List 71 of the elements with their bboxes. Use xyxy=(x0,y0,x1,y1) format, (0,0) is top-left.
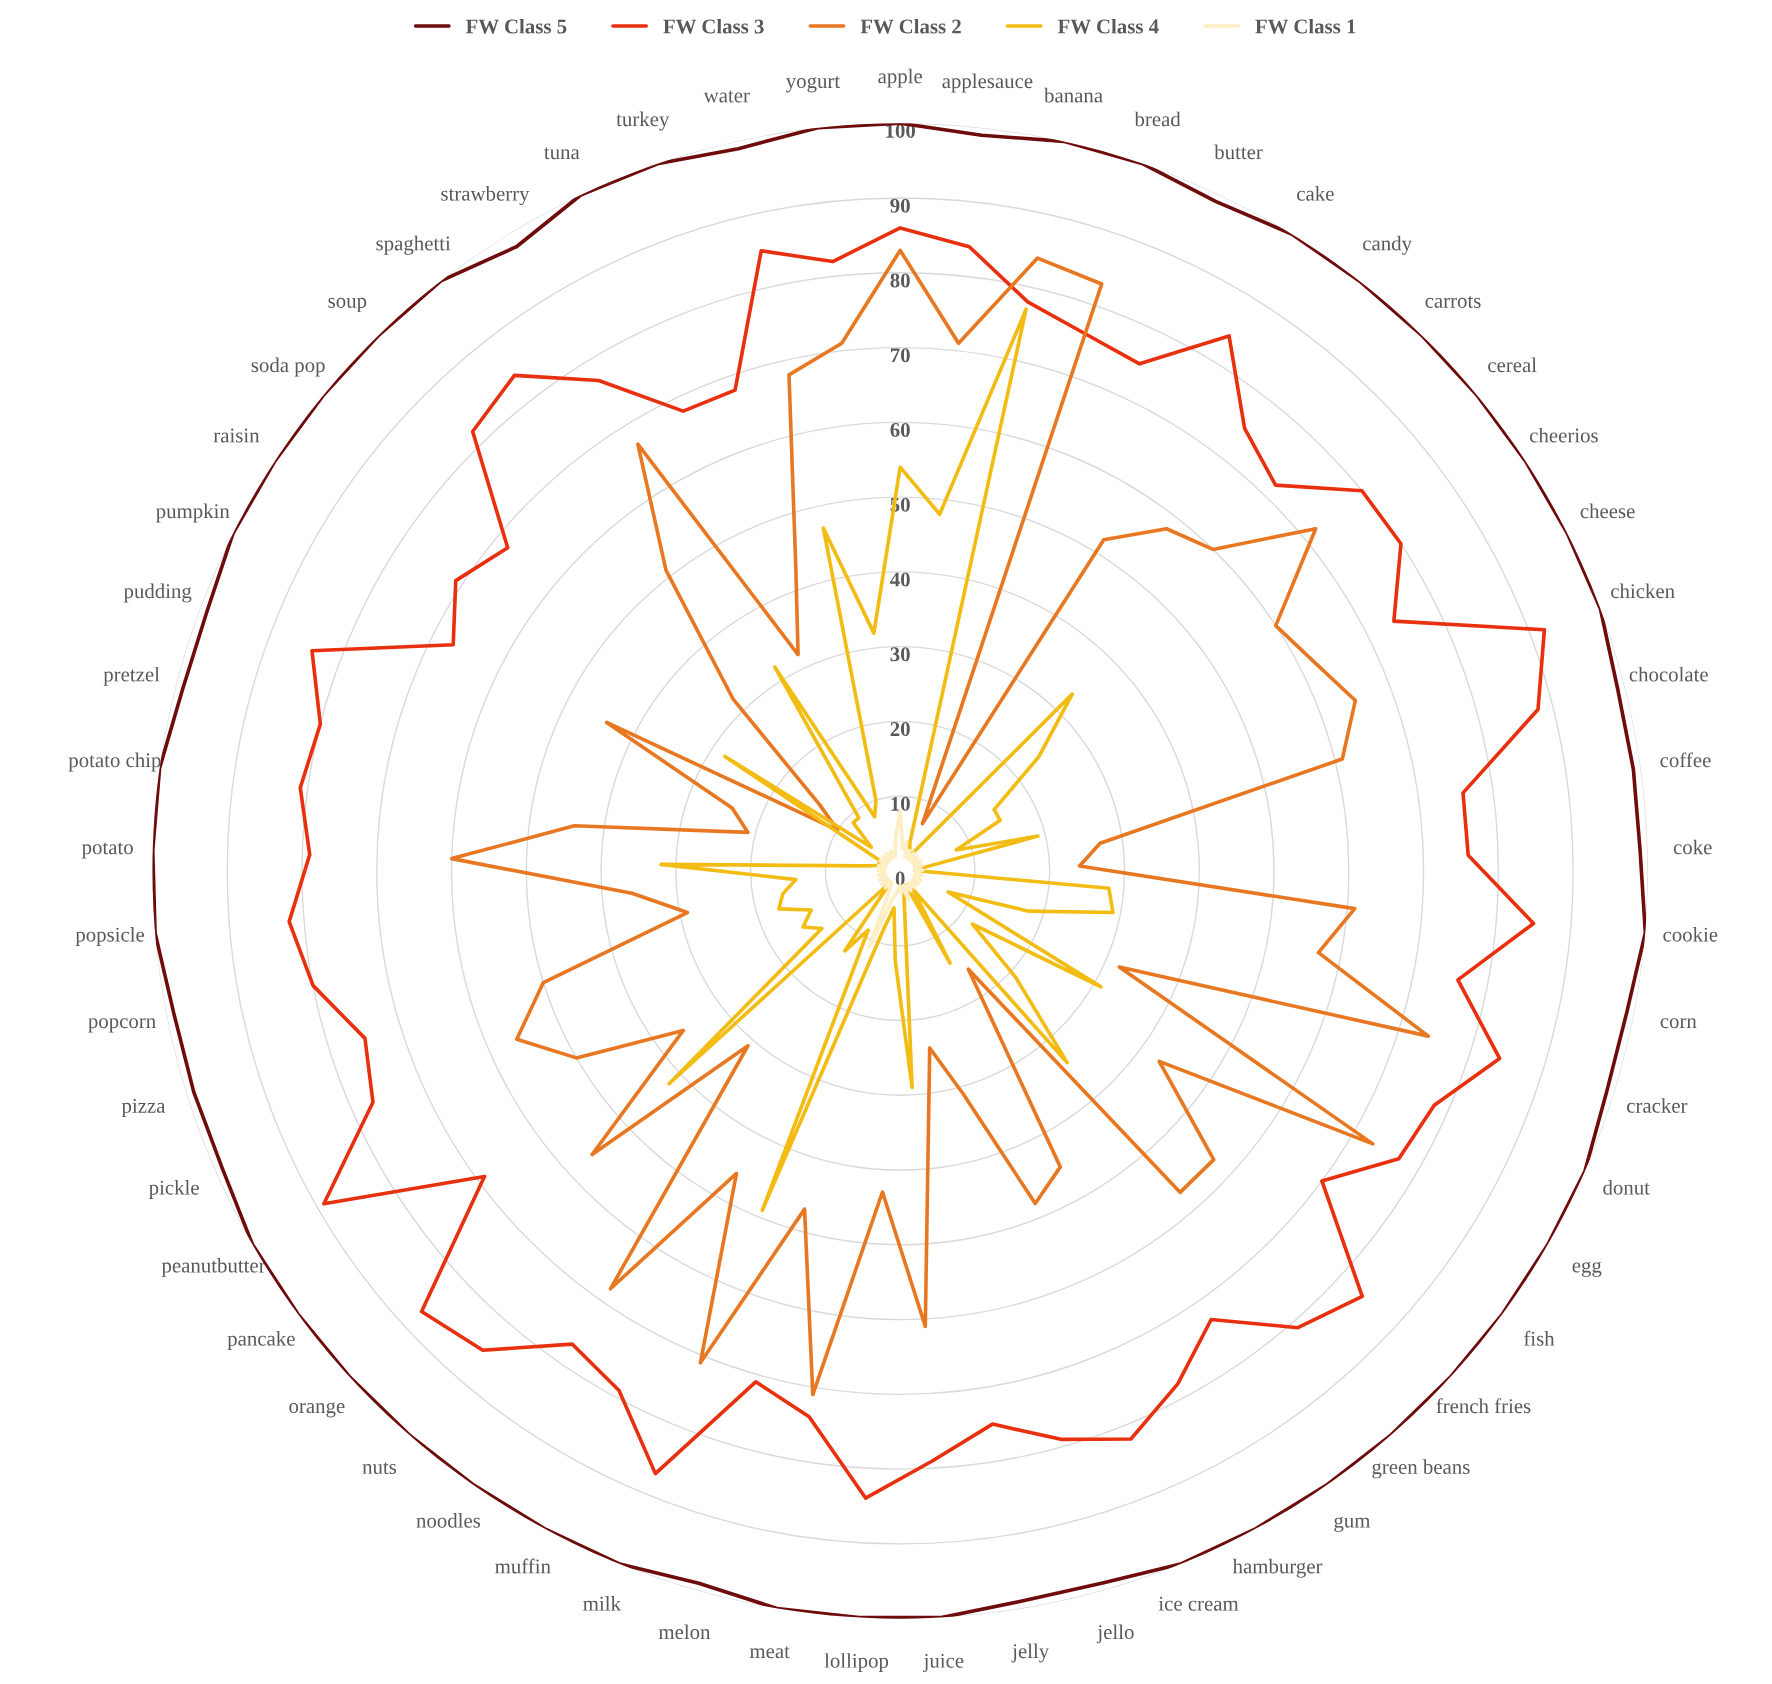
spoke-label: banana xyxy=(1044,87,1103,103)
spoke-label: hamburger xyxy=(1232,1558,1323,1578)
spoke-label: jelly xyxy=(1011,1643,1050,1663)
legend-label: FW Class 1 xyxy=(1255,18,1356,34)
spoke-label: spaghetti xyxy=(376,235,451,255)
y-tick-label: 80 xyxy=(890,273,910,288)
spoke-label: chicken xyxy=(1611,583,1675,599)
spoke-label: donut xyxy=(1603,1180,1650,1195)
spoke-label: tuna xyxy=(544,147,580,160)
legend-label: FW Class 2 xyxy=(860,18,961,34)
spoke-label: orange xyxy=(289,1402,345,1418)
spoke-label: cheese xyxy=(1580,503,1635,519)
spoke-label: milk xyxy=(583,1596,621,1611)
spoke-label: pumpkin xyxy=(156,503,230,523)
spoke-label: green beans xyxy=(1372,1459,1470,1479)
spoke-label: french fries xyxy=(1436,1398,1531,1414)
y-tick-label: 60 xyxy=(890,422,910,438)
spoke-label: pizza xyxy=(121,1098,166,1118)
spoke-label: popsicle xyxy=(75,926,145,946)
spoke-label: coke xyxy=(1673,839,1712,855)
spoke-label: applesauce xyxy=(942,73,1033,93)
spoke-label: popcorn xyxy=(88,1018,156,1033)
spoke-label: raisin xyxy=(213,428,260,443)
spoke-label: turkey xyxy=(616,111,670,131)
spoke-label: peanutbutter xyxy=(161,1257,266,1277)
spoke-label: nuts xyxy=(362,1462,397,1475)
spoke-label: pudding xyxy=(123,583,192,603)
spoke-label: carrots xyxy=(1425,295,1481,308)
spoke-label: pancake xyxy=(227,1331,295,1350)
spoke-label: cracker xyxy=(1627,1098,1688,1113)
spoke-label: chocolate xyxy=(1629,666,1708,682)
spoke-label: bread xyxy=(1134,111,1181,127)
spoke-label: candy xyxy=(1363,235,1412,255)
spoke-label: juice xyxy=(923,1653,964,1673)
spoke-label: cake xyxy=(1297,186,1334,201)
spoke-label: soda pop xyxy=(251,357,325,377)
spoke-label: egg xyxy=(1572,1261,1602,1277)
y-tick-label: 0 xyxy=(895,871,905,886)
y-tick-label: 40 xyxy=(890,572,910,587)
spoke-label: noodles xyxy=(416,1513,481,1528)
spoke-label: coffee xyxy=(1660,752,1711,768)
spoke-label: ice cream xyxy=(1158,1596,1239,1611)
spoke-label: jello xyxy=(1096,1624,1134,1644)
spoke-label: water xyxy=(703,90,750,103)
spoke-label: muffin xyxy=(495,1558,551,1574)
spoke-label: fish xyxy=(1524,1330,1555,1346)
spoke-label: melon xyxy=(658,1624,711,1640)
spoke-label: potato chip xyxy=(68,752,161,772)
spoke-label: cheerios xyxy=(1530,427,1598,443)
legend-label: FW Class 5 xyxy=(465,18,567,34)
spoke-label: meat xyxy=(749,1646,790,1659)
spoke-label: strawberry xyxy=(441,186,530,206)
legend-label: FW Class 4 xyxy=(1057,18,1159,34)
spoke-label: lollipop xyxy=(824,1653,889,1673)
spoke-label: cookie xyxy=(1663,926,1718,942)
spoke-label: gum xyxy=(1334,1516,1371,1532)
spoke-label: apple xyxy=(878,68,923,88)
spoke-label: corn xyxy=(1660,1018,1697,1029)
spoke-label: cereal xyxy=(1488,357,1537,373)
spoke-label: yogurt xyxy=(786,76,841,93)
spoke-label: butter xyxy=(1214,144,1263,160)
y-tick-label: 30 xyxy=(890,647,910,662)
legend-label: FW Class 3 xyxy=(663,18,764,34)
y-tick-label: 90 xyxy=(890,198,910,213)
spoke-label: pretzel xyxy=(103,666,160,686)
y-tick-label: 20 xyxy=(890,722,910,737)
y-tick-label: 70 xyxy=(890,348,910,363)
spoke-label: pickle xyxy=(149,1180,199,1199)
spoke-label: potato xyxy=(81,842,133,859)
spoke-label: soup xyxy=(328,297,367,313)
y-tick-label: 10 xyxy=(891,796,910,811)
